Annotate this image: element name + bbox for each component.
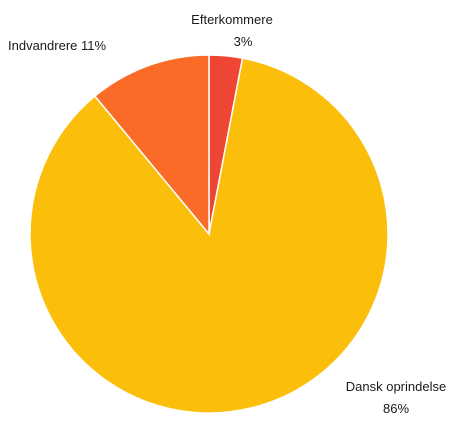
slice-value-indvandrere: 11% bbox=[81, 38, 106, 53]
pie-slices bbox=[29, 54, 389, 414]
slice-label-indvandrere-name: Indvandrere bbox=[8, 38, 77, 53]
pie-slice-dansk-oprindelse bbox=[29, 57, 389, 414]
slice-label-efterkommere: Efterkommere bbox=[191, 12, 273, 27]
slice-label-dansk-oprindelse: Dansk oprindelse bbox=[346, 379, 446, 394]
slice-value-efterkommere: 3% bbox=[234, 34, 253, 49]
pie-slice-indvandrere bbox=[93, 54, 210, 237]
slice-label-indvandrere: Indvandrere 11% bbox=[8, 38, 107, 53]
slice-value-dansk-oprindelse: 86% bbox=[383, 401, 409, 416]
